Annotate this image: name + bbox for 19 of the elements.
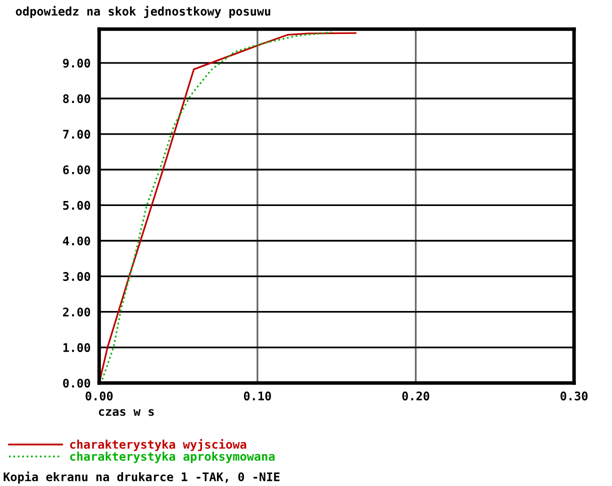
chart-title: odpowiedz na skok jednostkowy posuwu [16,6,270,18]
y-tick-label: 1.00 [63,343,90,352]
y-tick-label: 6.00 [63,165,90,174]
text: Kopia ekranu na drukarce 1 -TAK, 0 -NIE [4,472,280,484]
y-tick-label: 4.00 [62,236,90,246]
x-tick-label: 0.00 [86,392,113,400]
legend-label: charakterystyka aproksymowana [70,452,275,464]
y-tick-label: 3.00 [63,272,90,281]
y-tick-label: 5.00 [63,200,90,210]
y-tick-label: 8.00 [63,94,90,104]
x-tick-label: 0.10 [244,392,271,400]
legend-label: charakterystyka wyjsciowa [70,439,246,452]
y-tick-label: 0.00 [63,378,90,388]
x-axis-title: czas w s [98,409,154,416]
x-tick-label: 0.30 [560,392,588,400]
x-tick-label: 0.20 [402,392,430,400]
y-tick-label: 7.00 [63,130,90,139]
y-tick-label: 2.00 [63,308,90,317]
y-tick-label: 9.00 [63,58,90,68]
